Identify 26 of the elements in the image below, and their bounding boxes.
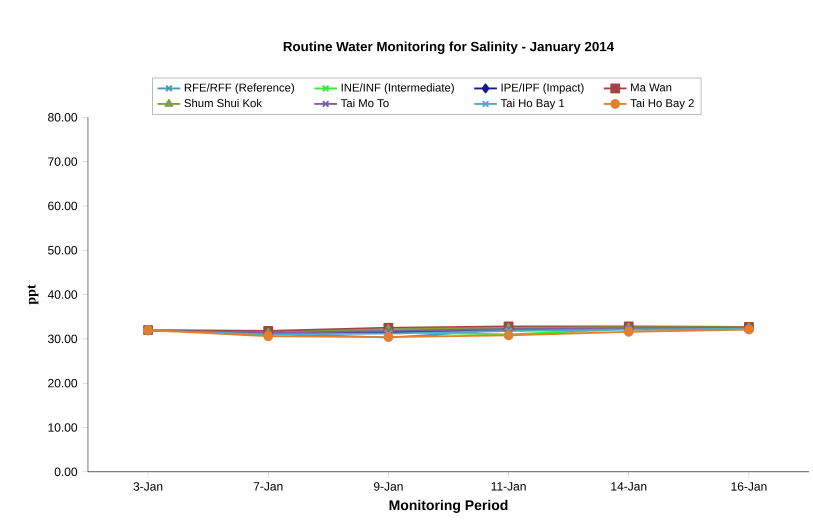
- legend-label: Tai Mo To: [340, 98, 389, 107]
- legend-label: IPE/IPF (Impact): [502, 83, 584, 94]
- x-tick-label: 3-Jan: [134, 482, 162, 490]
- y-tick-label: 50.00: [48, 246, 78, 254]
- legend-label: INE/INF (Intermediate): [342, 83, 454, 94]
- y-tick-label: 60.00: [48, 201, 78, 210]
- x-tick-label: 16-Jan: [731, 482, 766, 490]
- legend-label: Tai Ho Bay 1: [500, 98, 564, 110]
- y-tick-label: 80.00: [48, 112, 78, 122]
- x-tick-label: 9-Jan: [374, 482, 403, 490]
- legend-label: RFE/RFF (Reference): [184, 83, 294, 94]
- x-tick-label: 11-Jan: [492, 482, 526, 490]
- x-axis-title: Monitoring Period: [390, 500, 508, 513]
- legend-label: Shum Shui Kok: [184, 98, 262, 107]
- chart-title: Routine Water Monitoring for Salinity - January 2014: [284, 41, 614, 54]
- y-axis-title: ppt: [28, 284, 38, 304]
- y-tick-label: 30.00: [48, 334, 78, 343]
- y-tick-label: 70.00: [48, 157, 78, 166]
- legend-label: Tai Ho Bay 2: [630, 98, 694, 110]
- x-tick-label: 7-Jan: [254, 482, 282, 490]
- legend-label: Ma Wan: [631, 83, 672, 92]
- y-tick-label: 0.00: [54, 467, 78, 476]
- y-tick-label: 10.00: [48, 423, 78, 432]
- y-tick-label: 40.00: [48, 290, 78, 299]
- y-tick-label: 20.00: [48, 378, 78, 388]
- x-tick-label: 14-Jan: [611, 482, 646, 490]
